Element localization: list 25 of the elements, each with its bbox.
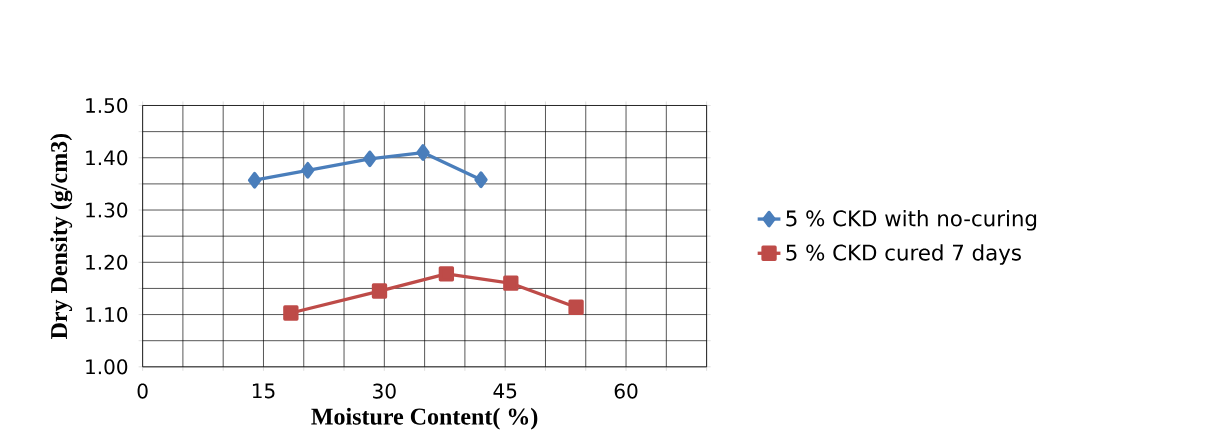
y-tick-label: 1.10	[86, 306, 128, 323]
point	[474, 171, 488, 189]
x-tick-label: 0	[137, 383, 148, 399]
y-axis-title: Dry Density (g/cm3)	[50, 133, 73, 340]
point	[363, 150, 377, 168]
point	[568, 299, 584, 315]
point	[371, 283, 388, 299]
y-tick-label: 1.50	[86, 97, 128, 114]
x-tick-label: 60	[614, 383, 638, 399]
y-tick-label: 1.40	[86, 150, 128, 166]
x-tick-label: 15	[252, 383, 275, 399]
legend-label: 5 % CKD cured 7 days	[786, 244, 1021, 265]
y-tick-label: 1.30	[86, 202, 128, 218]
legend-label: 5 % CKD with no-curing	[786, 209, 1037, 231]
point	[301, 161, 315, 179]
point	[416, 144, 430, 161]
point	[247, 171, 262, 189]
point	[438, 266, 455, 282]
x-tick-label: 30	[373, 383, 396, 399]
x-axis-title: Moisture Content( %)	[311, 407, 538, 430]
x-tick-label: 45	[493, 383, 517, 399]
point	[283, 305, 299, 321]
y-tick-label: 1.20	[86, 254, 128, 270]
y-tick-label: 1.00	[86, 359, 128, 375]
point	[503, 275, 519, 291]
